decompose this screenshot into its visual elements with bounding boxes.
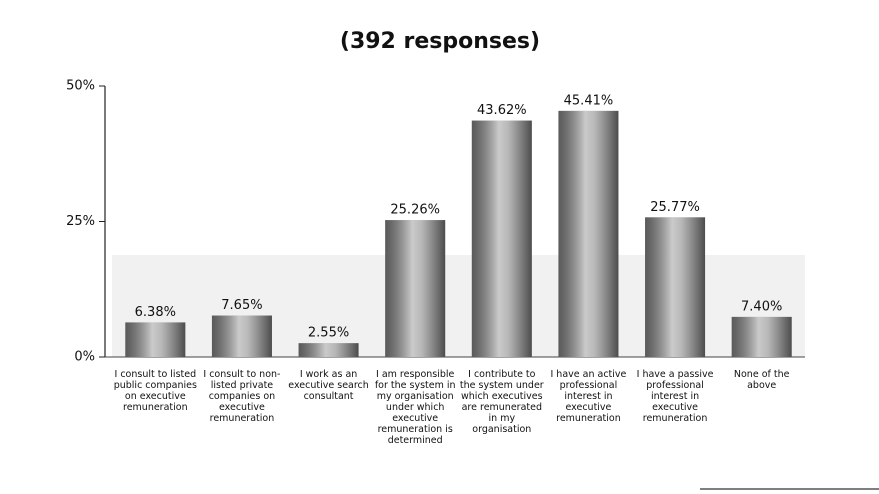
y-tick-label: 0% [74,350,95,365]
x-tick-label: I contribute to the system under which e… [459,369,544,435]
bar-shade [645,217,706,357]
bar-shade [731,316,792,357]
value-label: 7.40% [741,299,782,314]
chart-title: (392 responses) [340,29,540,54]
x-tick-label: I work as an executive search consultant [288,369,369,402]
bar-shade [125,322,186,357]
x-tick-label: I am responsible for the system in my or… [374,369,456,446]
value-label: 6.38% [135,305,176,320]
value-label: 2.55% [308,326,349,341]
x-tick-label: I consult to non-listed private companie… [203,369,281,424]
x-tick-label: I consult to listed public companies on … [113,369,197,413]
x-tick-label: I have a passive professional interest i… [636,369,714,424]
value-label: 7.65% [221,298,262,313]
y-tick-label: 50% [66,79,95,94]
y-tick-label: 25% [66,214,95,229]
value-label: 25.77% [650,200,700,215]
bar-shade [558,110,619,357]
bar-shade [471,120,532,358]
bar-shade [385,220,446,357]
bar-shade [298,343,359,357]
x-tick-label: I have an active professional interest i… [550,369,627,424]
value-label: 25.26% [390,203,440,218]
value-label: 43.62% [477,103,527,118]
x-tick-label: None of the above [733,369,790,391]
value-label: 45.41% [564,93,614,108]
bar-shade [211,315,272,357]
